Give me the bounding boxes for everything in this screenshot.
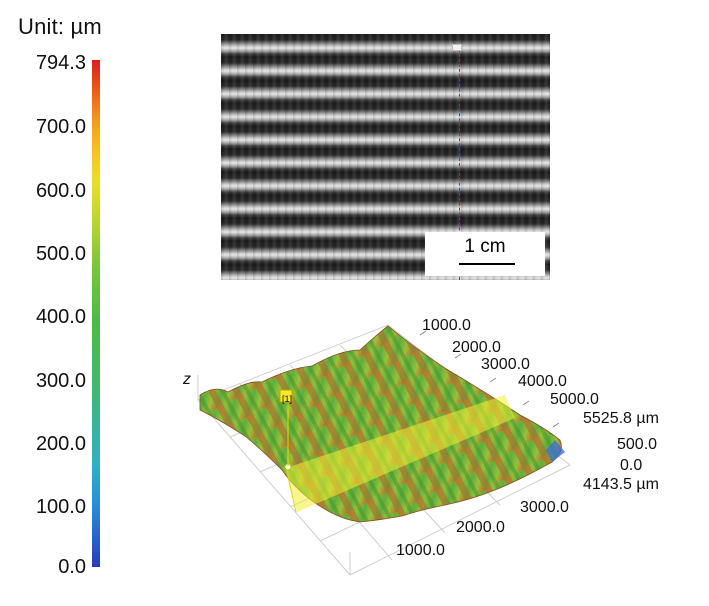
marker-box (279, 389, 293, 403)
colorbar-unit-label: Unit: µm (18, 14, 102, 39)
profile-marker (452, 44, 462, 51)
z-tick-0: 0.0 (620, 457, 643, 474)
x-axis-max: 5525.8 µm (583, 410, 659, 427)
x-tick-1000: 1000.0 (422, 317, 471, 334)
colorbar-tick-max: 794.3 (35, 52, 86, 74)
profile-line (459, 44, 460, 280)
y-axis-max: 4143.5 µm (583, 476, 659, 493)
x-tick-3000: 3000.0 (481, 356, 530, 373)
y-tick-2000: 2000.0 (456, 519, 505, 536)
y-tick-3000: 3000.0 (520, 499, 569, 516)
colorbar-tick-700: 700.0 (35, 116, 86, 138)
z-axis-label: z (183, 371, 191, 388)
colorbar-tick-400: 400.0 (35, 306, 86, 328)
colorbar-tick-600: 600.0 (35, 180, 86, 202)
colorbar-tick-300: 300.0 (35, 370, 86, 392)
colorbar-tick-min: 0.0 (58, 556, 86, 578)
x-tick-5000: 5000.0 (550, 391, 599, 408)
z-tick-500: 500.0 (617, 436, 658, 453)
surface-photo: 1 cm (221, 34, 550, 280)
colorbar-tick-100: 100.0 (35, 496, 86, 518)
colorbar-tick-500: 500.0 (35, 243, 86, 265)
section-marker-label: [1] (282, 394, 293, 404)
scale-label: 1 cm (464, 236, 506, 257)
x-ticks (419, 330, 560, 428)
section-plane (286, 395, 515, 512)
height-colorbar (92, 60, 100, 567)
x-tick-4000: 4000.0 (518, 373, 567, 390)
colorbar-tick-200: 200.0 (35, 433, 86, 455)
scale-box: 1 cm (425, 232, 545, 276)
y-tick-1000: 1000.0 (396, 542, 445, 559)
x-tick-2000: 2000.0 (452, 339, 501, 356)
scale-bar (459, 263, 515, 265)
